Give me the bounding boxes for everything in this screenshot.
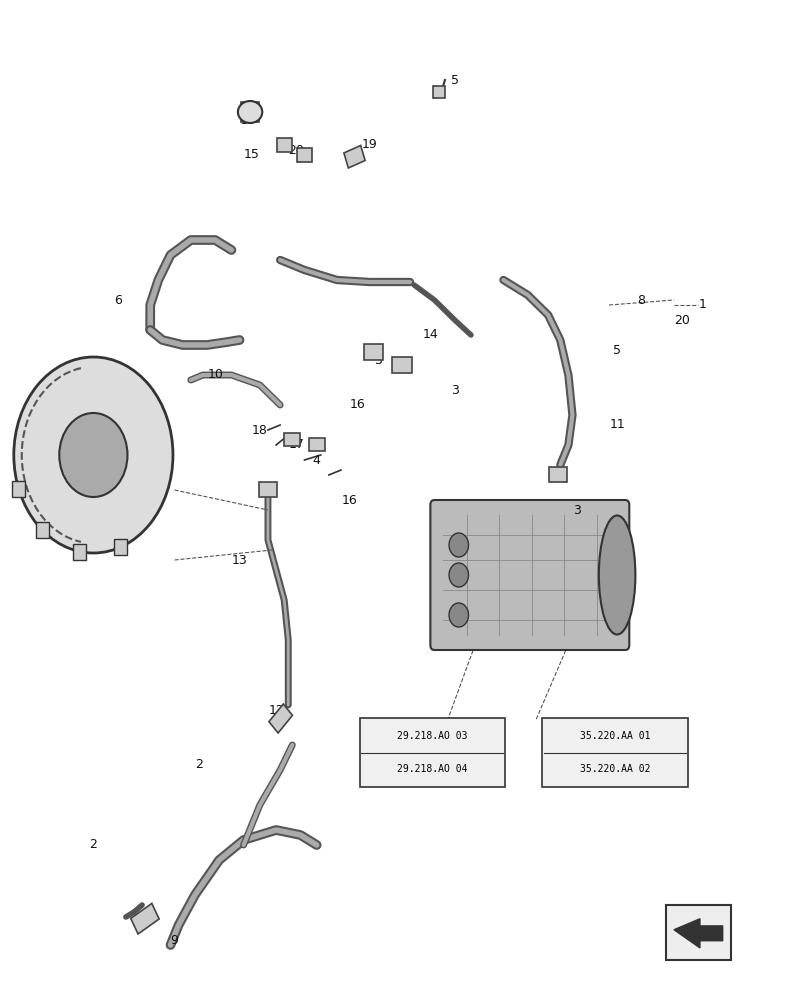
- Text: 17: 17: [288, 438, 304, 452]
- Text: 8: 8: [637, 294, 645, 306]
- Bar: [131, 903, 159, 934]
- Text: 5: 5: [612, 344, 620, 357]
- Text: 35.220.AA 01: 35.220.AA 01: [579, 731, 650, 741]
- Text: 29.218.AO 03: 29.218.AO 03: [397, 731, 467, 741]
- Circle shape: [59, 413, 127, 497]
- Text: 1: 1: [697, 298, 706, 312]
- Text: 14: 14: [422, 328, 438, 342]
- Text: 3: 3: [572, 504, 580, 516]
- Bar: [268, 704, 292, 733]
- Text: 35.220.AA 02: 35.220.AA 02: [579, 764, 650, 774]
- Text: 15: 15: [243, 148, 260, 161]
- Bar: [308, 438, 324, 451]
- Text: 4: 4: [312, 454, 320, 466]
- Text: 20: 20: [673, 314, 689, 326]
- Text: 3: 3: [373, 354, 381, 366]
- Text: 2: 2: [89, 838, 97, 852]
- Ellipse shape: [238, 101, 262, 123]
- Text: 29.218.AO 04: 29.218.AO 04: [397, 764, 467, 774]
- Circle shape: [448, 533, 468, 557]
- Bar: [363, 344, 383, 360]
- Bar: [284, 433, 300, 446]
- Bar: [392, 357, 411, 373]
- Text: 7: 7: [61, 448, 69, 462]
- Bar: [259, 482, 277, 497]
- Bar: [344, 145, 365, 168]
- Bar: [36, 522, 49, 538]
- Circle shape: [448, 603, 468, 627]
- FancyBboxPatch shape: [542, 718, 687, 787]
- Text: 20: 20: [288, 143, 304, 156]
- Text: 11: 11: [608, 418, 624, 432]
- Circle shape: [448, 563, 468, 587]
- Text: 18: 18: [251, 424, 268, 436]
- Text: 19: 19: [361, 138, 377, 151]
- Bar: [73, 544, 86, 560]
- Text: 9: 9: [170, 934, 178, 946]
- Circle shape: [14, 357, 173, 553]
- Text: 12: 12: [268, 704, 284, 716]
- Ellipse shape: [599, 516, 634, 635]
- Text: 10: 10: [207, 368, 223, 381]
- Bar: [548, 467, 566, 482]
- Polygon shape: [673, 919, 722, 948]
- Bar: [297, 148, 311, 162]
- Bar: [277, 138, 291, 152]
- FancyBboxPatch shape: [430, 500, 629, 650]
- Text: 16: 16: [341, 493, 357, 506]
- Text: 3: 3: [450, 383, 458, 396]
- Text: 5: 5: [450, 74, 458, 87]
- Bar: [12, 481, 25, 497]
- Text: 13: 13: [231, 554, 247, 566]
- Bar: [114, 539, 127, 555]
- Bar: [433, 86, 444, 98]
- Text: 2: 2: [195, 758, 203, 772]
- Bar: [241, 102, 259, 122]
- Text: 16: 16: [349, 398, 365, 412]
- Text: 6: 6: [114, 294, 122, 306]
- Text: 3: 3: [239, 113, 247, 126]
- Bar: [665, 905, 730, 960]
- FancyBboxPatch shape: [359, 718, 504, 787]
